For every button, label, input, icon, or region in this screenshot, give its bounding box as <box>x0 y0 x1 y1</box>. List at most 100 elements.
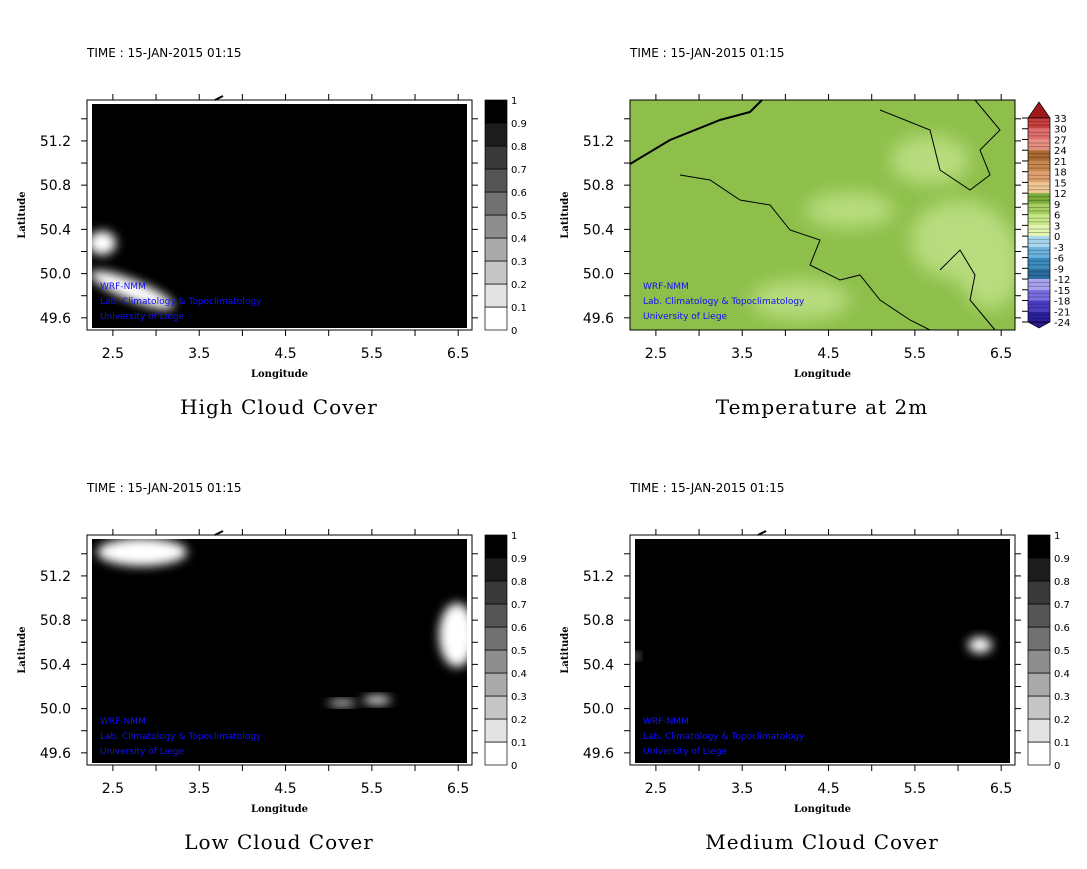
x-axis-label: Longitude <box>251 369 308 380</box>
colorbar-label: 0.8 <box>1054 577 1070 588</box>
colorbar-bin <box>484 99 508 124</box>
colorbar-label: 30 <box>1054 125 1067 136</box>
y-tick-label: 51.2 <box>583 569 614 585</box>
data-field <box>631 539 1010 763</box>
y-tick-label: 50.4 <box>40 222 71 238</box>
y-tick-label: 50.8 <box>583 613 614 629</box>
colorbar-label: 27 <box>1054 135 1067 146</box>
colorbar-bin <box>1028 139 1050 151</box>
colorbar: 0 0.1 0.2 0.3 0.4 0.5 0.6 0.7 0.8 0.9 1 <box>484 96 527 337</box>
y-tick-label: 50.4 <box>583 657 614 673</box>
colorbar-label: 0.2 <box>511 280 527 291</box>
time-label: TIME : 15-JAN-2015 01:15 <box>86 46 242 60</box>
colorbar-label: 0.8 <box>511 577 527 588</box>
model-annotation: University of Liege <box>643 312 728 322</box>
colorbar-label: 0 <box>1054 232 1060 243</box>
colorbar-label: 0.1 <box>1054 738 1070 749</box>
colorbar-bin <box>1027 580 1051 605</box>
colorbar-bin <box>1028 203 1050 215</box>
panel-medium-cloud-cover: TIME : 15-JAN-2015 01:15 2.5 3.5 4.5 5.5 6.5 5… <box>560 481 1070 854</box>
y-axis-label: Latitude <box>17 626 28 673</box>
warm-patch <box>750 280 850 320</box>
y-axis-label: Latitude <box>17 191 28 238</box>
colorbar-bin <box>1027 741 1051 766</box>
coastline <box>214 530 224 536</box>
panel-low-cloud-cover: TIME : 15-JAN-2015 01:15 2.5 3.5 4.5 5.5 6.5 5… <box>17 481 527 854</box>
colorbar-bin <box>484 557 508 582</box>
y-tick-label: 50.4 <box>583 222 614 238</box>
colorbar-frame <box>1027 117 1051 323</box>
cloud-field <box>635 539 1010 763</box>
colorbar-label: 0.2 <box>511 715 527 726</box>
cloud-field <box>92 539 467 763</box>
data-field <box>88 104 467 328</box>
y-tick-label: 50.0 <box>583 702 614 718</box>
x-tick-label: 4.5 <box>274 781 296 797</box>
border-line <box>939 249 996 331</box>
colorbar-bin <box>1027 534 1051 559</box>
x-tick-label: 5.5 <box>361 346 383 362</box>
border-line <box>879 99 1001 191</box>
colorbar-bin <box>484 718 508 743</box>
x-tick-label: 6.5 <box>990 781 1012 797</box>
colorbar-bin <box>484 237 508 262</box>
x-tick-label: 5.5 <box>904 781 926 797</box>
warm-patch <box>890 135 970 185</box>
colorbar-bin <box>1028 128 1050 140</box>
model-annotation: Lab. Climatology & Topoclimatology <box>100 297 262 307</box>
x-tick-label: 6.5 <box>447 346 469 362</box>
colorbar-bin <box>1027 695 1051 720</box>
colorbar-bin <box>1028 225 1050 237</box>
colorbar-bin <box>484 214 508 239</box>
colorbar-bin <box>1028 160 1050 172</box>
colorbar-label: 0.9 <box>1054 554 1070 565</box>
colorbar-bin <box>1028 246 1050 258</box>
colorbar-label: 0.1 <box>511 738 527 749</box>
colorbar-bin <box>1028 236 1050 247</box>
colorbar-label: -12 <box>1054 275 1070 286</box>
y-tick-label: 50.0 <box>40 702 71 718</box>
colorbar-bin <box>1027 557 1051 582</box>
colorbar-label: 0.6 <box>511 188 527 199</box>
colorbar-label: 1 <box>511 531 517 542</box>
colorbar-bin <box>484 695 508 720</box>
plot-frame <box>86 99 473 331</box>
colorbar-over-arrow <box>1027 101 1051 119</box>
model-annotation: Lab. Climatology & Topoclimatology <box>643 732 805 742</box>
clear-sky-patch <box>328 700 356 706</box>
colorbar-bin <box>1028 300 1050 312</box>
colorbar-label: 1 <box>1054 531 1060 542</box>
colorbar: 0 0.1 0.2 0.3 0.4 0.5 0.6 0.7 0.8 0.9 1 <box>484 531 527 772</box>
panel-title: Medium Cloud Cover <box>705 830 939 854</box>
colorbar-label: 0 <box>1054 761 1060 772</box>
model-annotation: WRF-NMM <box>100 717 146 727</box>
panel-high-cloud-cover: TIME : 15-JAN-2015 01:15 2.5 3.5 4.5 5.5 6.5 5… <box>17 46 527 419</box>
colorbar-label: 0 <box>511 761 517 772</box>
colorbar-bin <box>484 260 508 285</box>
colorbar-bin <box>1028 118 1050 129</box>
colorbar-label: 0.4 <box>511 234 527 245</box>
x-tick-label: 5.5 <box>361 781 383 797</box>
colorbar-bin <box>484 626 508 651</box>
colorbar-label: 0.3 <box>511 692 527 703</box>
colorbar-bin <box>1028 311 1050 322</box>
colorbar-bin <box>1028 257 1050 269</box>
colorbar-label: 9 <box>1054 200 1060 211</box>
colorbar-label: 0.4 <box>1054 669 1070 680</box>
x-tick-label: 6.5 <box>990 346 1012 362</box>
y-tick-label: 49.6 <box>40 311 71 327</box>
colorbar-bin <box>1027 649 1051 674</box>
colorbar-label: -15 <box>1054 286 1070 297</box>
colorbar-label: 0.5 <box>511 211 527 222</box>
colorbar-bin <box>1027 603 1051 628</box>
colorbar-label: -21 <box>1054 307 1070 318</box>
colorbar-label: 0.8 <box>511 142 527 153</box>
x-tick-label: 2.5 <box>645 781 667 797</box>
model-annotation: University of Liege <box>100 312 185 322</box>
colorbar-label: -18 <box>1054 297 1070 308</box>
colorbar-label: 21 <box>1054 157 1067 168</box>
colorbar-label: 12 <box>1054 189 1067 200</box>
colorbar-bin <box>1028 214 1050 226</box>
colorbar-label: 0.7 <box>511 165 527 176</box>
